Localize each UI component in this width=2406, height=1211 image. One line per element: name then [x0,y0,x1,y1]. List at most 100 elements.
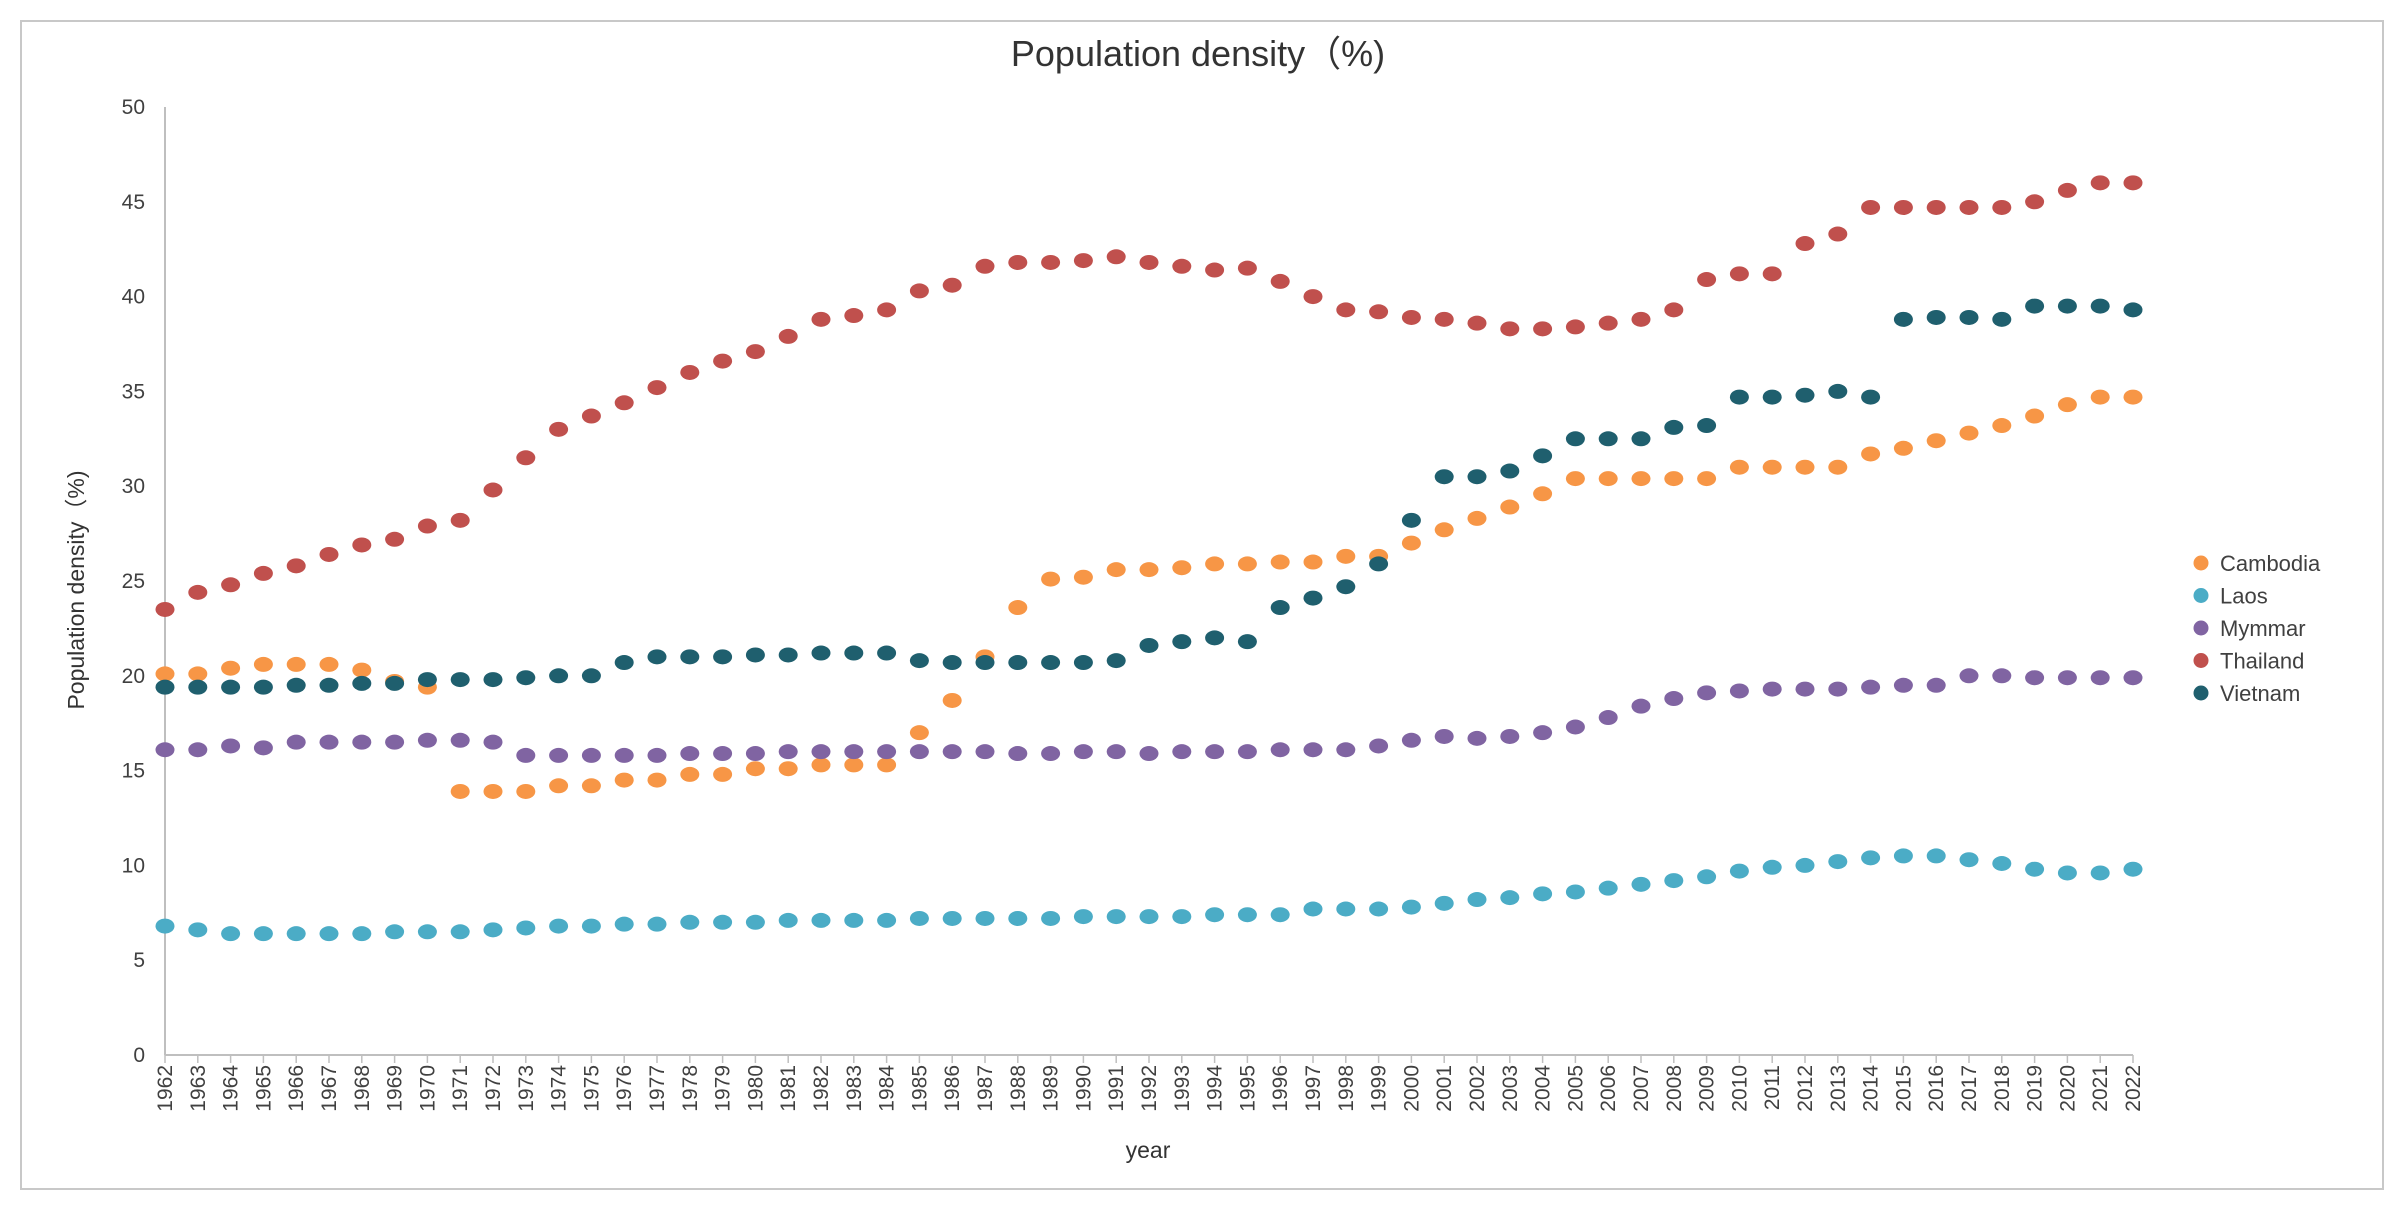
data-point [1926,677,1946,693]
data-point [1401,309,1421,325]
data-point [1237,556,1257,572]
data-point [1401,899,1421,915]
data-point [1008,254,1028,270]
data-point [942,692,962,708]
data-point [1139,637,1159,653]
data-point [2123,861,2143,877]
data-point [909,910,929,926]
data-point [1992,856,2012,872]
x-tick-label: 1990 [1072,1065,1095,1112]
data-point [614,747,634,763]
chart-title: Population density（%) [1011,33,1385,74]
data-point [2090,298,2110,314]
legend-item-thailand: Thailand [2193,649,2304,674]
data-point [844,645,864,661]
data-point [1401,535,1421,551]
data-point [942,910,962,926]
data-point [1861,446,1881,462]
data-point [581,408,601,424]
data-point [1106,653,1126,669]
data-point [745,761,765,777]
x-tick-label: 1996 [1269,1065,1292,1112]
x-tick-label: 2014 [1860,1065,1883,1112]
data-point [778,761,798,777]
x-tick-label: 2021 [2089,1065,2112,1112]
y-tick-label: 25 [122,570,145,593]
data-point [1697,471,1717,487]
data-point [1139,746,1159,762]
data-point [2057,865,2077,881]
data-point [1861,850,1881,866]
data-point [352,926,372,942]
data-point [1959,668,1979,684]
data-point [2090,670,2110,686]
data-point [680,364,700,380]
data-point [1041,910,1061,926]
data-point [1598,710,1618,726]
data-point [1697,869,1717,885]
data-point [1172,909,1192,925]
data-point [1500,728,1520,744]
y-tick-label: 0 [133,1044,145,1067]
data-point [2057,298,2077,314]
x-tick-label: 1982 [810,1065,833,1112]
y-tick-label: 45 [122,191,145,214]
data-point [1697,685,1717,701]
data-point [1205,744,1225,760]
x-tick-label: 1970 [416,1065,439,1112]
data-point [1106,909,1126,925]
x-tick-label: 1973 [515,1065,538,1112]
y-tick-label: 5 [133,949,145,972]
data-point [253,679,273,695]
x-tick-label: 2007 [1630,1065,1653,1112]
x-tick-label: 2004 [1532,1065,1555,1112]
data-point [516,920,536,936]
data-point [1073,655,1093,671]
data-point [1828,459,1848,475]
data-point [713,649,733,665]
data-point [549,421,569,437]
data-point [2025,298,2045,314]
data-point [778,647,798,663]
data-point [1008,910,1028,926]
x-tick-label: 2022 [2122,1065,2145,1112]
data-point [877,302,897,318]
data-point [1073,253,1093,269]
data-point [155,666,175,682]
data-point [221,738,241,754]
data-point [1565,884,1585,900]
data-point [1893,677,1913,693]
data-point [1861,389,1881,405]
data-point [1664,302,1684,318]
data-point [778,328,798,344]
x-tick-label: 2017 [1958,1065,1981,1112]
x-tick-label: 2006 [1597,1065,1620,1112]
data-point [1697,272,1717,288]
x-tick-label: 1975 [580,1065,603,1112]
data-point [319,926,339,942]
data-point [483,672,503,688]
data-point [614,655,634,671]
x-tick-label: 1997 [1302,1065,1325,1112]
data-point [483,783,503,799]
data-point [1467,315,1487,331]
x-tick-label: 2002 [1466,1065,1489,1112]
x-tick-label: 1963 [187,1065,210,1112]
data-point [319,546,339,562]
data-point [1861,679,1881,695]
data-point [286,656,306,672]
data-point [2057,182,2077,198]
x-tick-label: 1968 [351,1065,374,1112]
data-point [1205,556,1225,572]
data-point [1106,562,1126,578]
data-point [1336,579,1356,595]
data-point [1893,440,1913,456]
data-point [942,277,962,293]
legend-marker [2193,620,2209,636]
data-point [1795,387,1815,403]
data-point [1336,548,1356,564]
data-point [1565,719,1585,735]
data-point [1598,880,1618,896]
data-point [877,912,897,928]
data-point [614,395,634,411]
